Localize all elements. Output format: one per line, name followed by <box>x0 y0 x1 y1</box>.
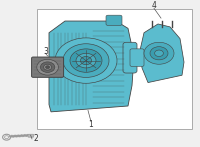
FancyBboxPatch shape <box>123 42 137 73</box>
FancyBboxPatch shape <box>32 57 64 77</box>
Circle shape <box>44 64 52 70</box>
Text: 1: 1 <box>89 120 93 129</box>
FancyBboxPatch shape <box>130 49 144 66</box>
Circle shape <box>70 49 102 72</box>
Circle shape <box>80 56 92 65</box>
Circle shape <box>63 44 109 77</box>
Circle shape <box>144 42 174 64</box>
FancyBboxPatch shape <box>28 134 34 137</box>
Text: 2: 2 <box>33 135 38 143</box>
FancyBboxPatch shape <box>106 15 122 25</box>
Circle shape <box>155 50 163 56</box>
Polygon shape <box>49 21 134 112</box>
Circle shape <box>55 38 117 83</box>
Text: 4: 4 <box>152 1 156 10</box>
Bar <box>37 9 192 129</box>
Circle shape <box>76 53 96 68</box>
Polygon shape <box>140 24 184 83</box>
Circle shape <box>150 47 168 60</box>
Circle shape <box>37 59 58 75</box>
Circle shape <box>46 66 50 69</box>
Text: 3: 3 <box>43 47 48 56</box>
Circle shape <box>40 62 55 72</box>
